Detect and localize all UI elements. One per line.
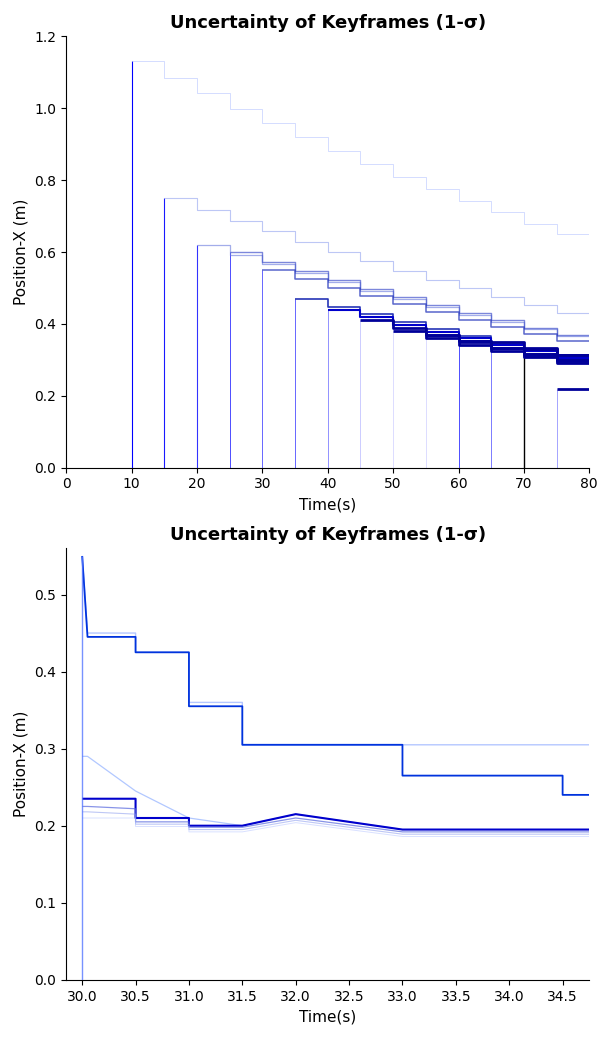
X-axis label: Time(s): Time(s) <box>299 1009 356 1025</box>
X-axis label: Time(s): Time(s) <box>299 497 356 512</box>
Title: Uncertainty of Keyframes (1-σ): Uncertainty of Keyframes (1-σ) <box>170 13 486 32</box>
Y-axis label: Position-X (m): Position-X (m) <box>14 199 29 305</box>
Y-axis label: Position-X (m): Position-X (m) <box>14 711 29 817</box>
Title: Uncertainty of Keyframes (1-σ): Uncertainty of Keyframes (1-σ) <box>170 526 486 544</box>
